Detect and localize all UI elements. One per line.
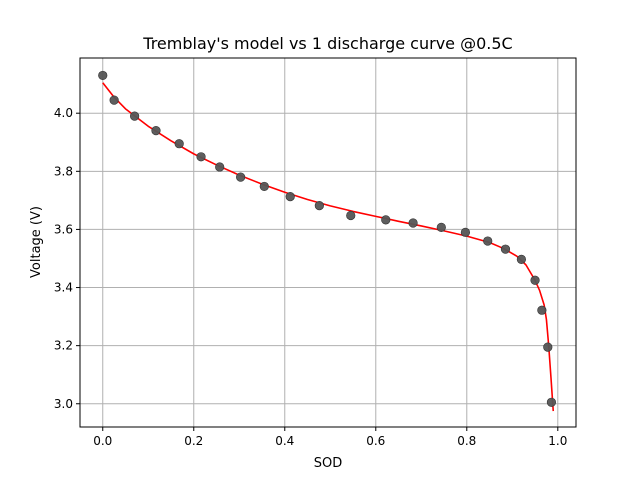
ticks-layer: 0.0 0.2 0.4 0.6 0.8 1.0 3.0 3.2 3.4 3.6 3.8 4.0 [54, 106, 567, 448]
grid-layer [80, 58, 576, 427]
data-point [285, 191, 295, 202]
chart-title: Tremblay's model vs 1 discharge curve @0… [142, 34, 512, 53]
data-point [196, 152, 206, 162]
data-point [381, 215, 391, 225]
x-tick-label: 1.0 [548, 434, 567, 448]
x-tick-label: 0.8 [457, 434, 476, 448]
data-point [130, 111, 140, 121]
x-tick-label: 0.0 [93, 434, 112, 448]
y-tick-label: 3.0 [54, 397, 73, 411]
y-tick-label: 4.0 [54, 106, 73, 120]
data-point [543, 342, 553, 352]
data-point [259, 181, 269, 192]
data-point [174, 139, 184, 149]
data-point [109, 95, 119, 105]
data-point [314, 201, 324, 211]
y-tick-label: 3.2 [54, 339, 73, 353]
data-point [436, 222, 446, 232]
line-layer [102, 82, 555, 412]
x-axis-label: SOD [314, 456, 343, 471]
model-line [102, 82, 555, 412]
y-tick-label: 3.4 [54, 281, 73, 295]
data-point [546, 397, 557, 407]
x-tick-label: 0.2 [184, 434, 203, 448]
x-tick-label: 0.6 [366, 434, 385, 448]
x-tick-label: 0.4 [275, 434, 294, 448]
data-point [483, 236, 493, 246]
points-layer [98, 70, 557, 407]
data-point [500, 244, 511, 254]
data-point [530, 275, 540, 285]
data-point [460, 227, 471, 237]
data-point [215, 162, 225, 172]
y-tick-label: 3.8 [54, 164, 73, 178]
plot-frame [79, 57, 577, 428]
data-point [346, 210, 356, 221]
data-point [537, 305, 547, 315]
data-point [236, 172, 246, 182]
data-point [151, 126, 161, 136]
data-point [98, 70, 108, 81]
data-point [516, 254, 526, 264]
y-axis-label: Voltage (V) [29, 206, 44, 278]
y-tick-label: 3.6 [54, 222, 73, 236]
data-point [408, 218, 418, 228]
